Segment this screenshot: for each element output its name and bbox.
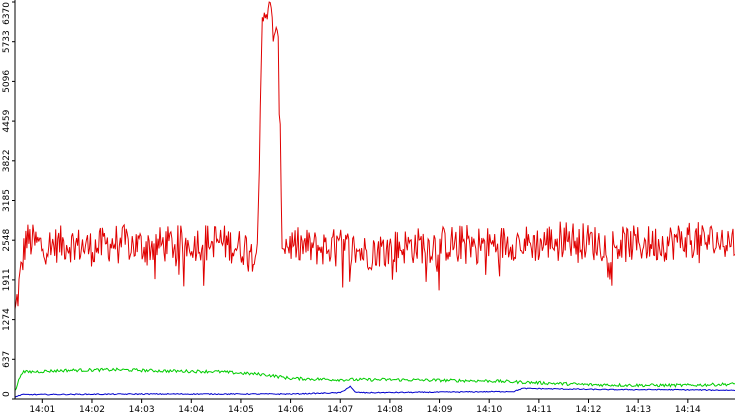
y-tick-label: 1274 xyxy=(2,308,12,331)
x-axis-ticks: 14:01 14:02 14:03 14:04 14:05 14:06 14:07 14:08… xyxy=(29,399,701,415)
x-tick-label: 14:13 xyxy=(625,405,651,415)
y-tick-label: 3822 xyxy=(2,149,12,172)
x-tick-label: 14:04 xyxy=(178,405,204,415)
x-tick-label: 14:14 xyxy=(675,405,701,415)
y-tick-label: 1911 xyxy=(2,268,12,291)
x-tick-label: 14:08 xyxy=(377,405,403,415)
series-lines xyxy=(14,1,735,398)
series-line-1 xyxy=(14,1,735,310)
y-tick-label: 4459 xyxy=(2,109,12,132)
x-tick-label: 14:07 xyxy=(327,405,353,415)
y-tick-label: 0 xyxy=(2,391,12,397)
series-line-2 xyxy=(14,367,735,391)
x-tick-label: 14:01 xyxy=(29,405,55,415)
series-line-3 xyxy=(14,385,735,398)
y-axis-ticks: 0 637 1274 1911 2548 3185 3822 4459 5096 5733 6370 xyxy=(2,1,15,400)
y-tick-label: 5733 xyxy=(2,30,12,53)
x-tick-label: 14:05 xyxy=(228,405,254,415)
x-tick-label: 14:09 xyxy=(427,405,453,415)
x-tick-label: 14:12 xyxy=(576,405,602,415)
y-tick-label: 6370 xyxy=(2,2,12,25)
x-tick-label: 14:02 xyxy=(79,405,105,415)
y-tick-label: 637 xyxy=(2,351,12,368)
x-tick-label: 14:10 xyxy=(476,405,502,415)
x-tick-label: 14:06 xyxy=(278,405,304,415)
y-tick-label: 5096 xyxy=(2,70,12,93)
x-tick-label: 14:03 xyxy=(129,405,155,415)
y-tick-label: 3185 xyxy=(2,189,12,212)
y-tick-label: 2548 xyxy=(2,228,12,251)
x-tick-label: 14:11 xyxy=(526,405,552,415)
